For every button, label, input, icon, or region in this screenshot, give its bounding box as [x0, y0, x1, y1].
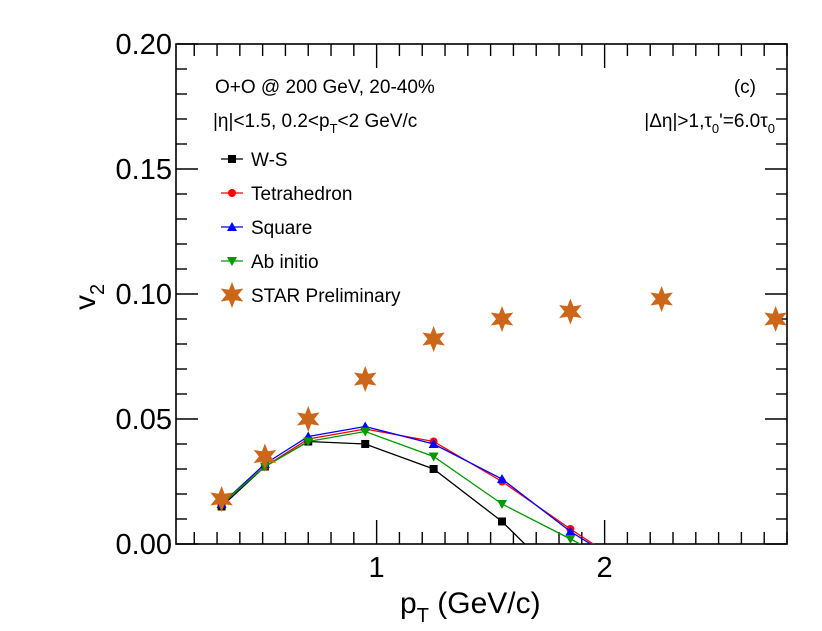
- y-label-sub: 2: [87, 284, 109, 295]
- annotation-cuts: |η|<1.5, 0.2<pT<2 GeV/c: [213, 111, 417, 136]
- data-point: [764, 306, 787, 332]
- data-point: [650, 286, 673, 312]
- legend-label: Tetrahedron: [251, 184, 352, 205]
- x-label-sub: T: [417, 605, 429, 627]
- legend-label: W-S: [251, 150, 288, 171]
- annotation-panel-label: (c): [734, 77, 756, 98]
- legend-entry: STAR Preliminary: [220, 282, 401, 308]
- eta-sub-2: 0: [768, 121, 775, 136]
- y-tick-label: 0.15: [116, 154, 172, 186]
- series-ab-initio: [216, 427, 582, 544]
- legend-entry: Ab initio: [221, 252, 319, 273]
- cuts-text-a: |η|<1.5, 0.2<p: [213, 111, 330, 132]
- legend-label: Ab initio: [251, 252, 319, 273]
- data-point: [253, 443, 277, 470]
- y-tick-label: 0.05: [116, 404, 172, 436]
- data-point: [429, 465, 438, 473]
- x-label-rest: (GeV/c): [429, 587, 541, 620]
- data-point: [498, 517, 507, 526]
- data-point: [361, 440, 370, 448]
- y-label-main: v: [69, 295, 102, 310]
- data-point: [422, 326, 445, 352]
- eta-text-b: '=6.0τ: [719, 111, 768, 132]
- series-line: [221, 440, 526, 544]
- y-tick-label: 0.00: [116, 529, 172, 561]
- annotation-eta-gap: |Δη|>1,τ0'=6.0τ0: [644, 111, 775, 136]
- series-line: [221, 425, 592, 544]
- data-point: [565, 535, 576, 544]
- data-point: [210, 486, 233, 512]
- legend-marker: [220, 282, 244, 308]
- data-point: [296, 406, 320, 432]
- series-star-preliminary: [210, 286, 787, 512]
- x-label-main: p: [400, 587, 417, 620]
- y-axis-label: v2: [69, 284, 109, 310]
- series-square: [216, 421, 592, 544]
- data-point: [303, 437, 314, 447]
- data-point: [428, 452, 439, 462]
- cuts-text-b: <2 GeV/c: [338, 111, 418, 132]
- legend-entry: Tetrahedron: [221, 184, 352, 205]
- x-axis-label: pT (GeV/c): [400, 587, 541, 627]
- annotation-system: O+O @ 200 GeV, 20-40%: [215, 77, 435, 98]
- legend-marker: [228, 189, 236, 197]
- y-tick-label: 0.20: [116, 29, 172, 61]
- series-tetrahedron: [217, 425, 595, 544]
- data-point: [353, 366, 377, 392]
- y-tick-label: 0.10: [116, 279, 172, 311]
- x-tick-label: 2: [597, 552, 613, 584]
- cuts-sub-t: T: [330, 121, 338, 136]
- legend-label: STAR Preliminary: [251, 286, 401, 307]
- data-point: [565, 526, 576, 536]
- legend-entry: W-S: [221, 150, 288, 171]
- series-line: [221, 428, 595, 544]
- data-point: [497, 474, 508, 483]
- legend-entry: Square: [221, 218, 312, 239]
- legend-label: Square: [251, 218, 312, 239]
- eta-sub-1: 0: [712, 121, 719, 136]
- x-tick-label: 1: [369, 552, 385, 584]
- data-point: [497, 500, 508, 509]
- data-point: [559, 298, 582, 325]
- eta-text-a: |Δη|>1,τ: [644, 111, 712, 132]
- data-point: [490, 306, 514, 332]
- data-point: [428, 439, 439, 448]
- legend-marker: [227, 257, 237, 266]
- data-point: [360, 427, 371, 437]
- legend-marker: [228, 155, 236, 163]
- legend-marker: [227, 222, 237, 231]
